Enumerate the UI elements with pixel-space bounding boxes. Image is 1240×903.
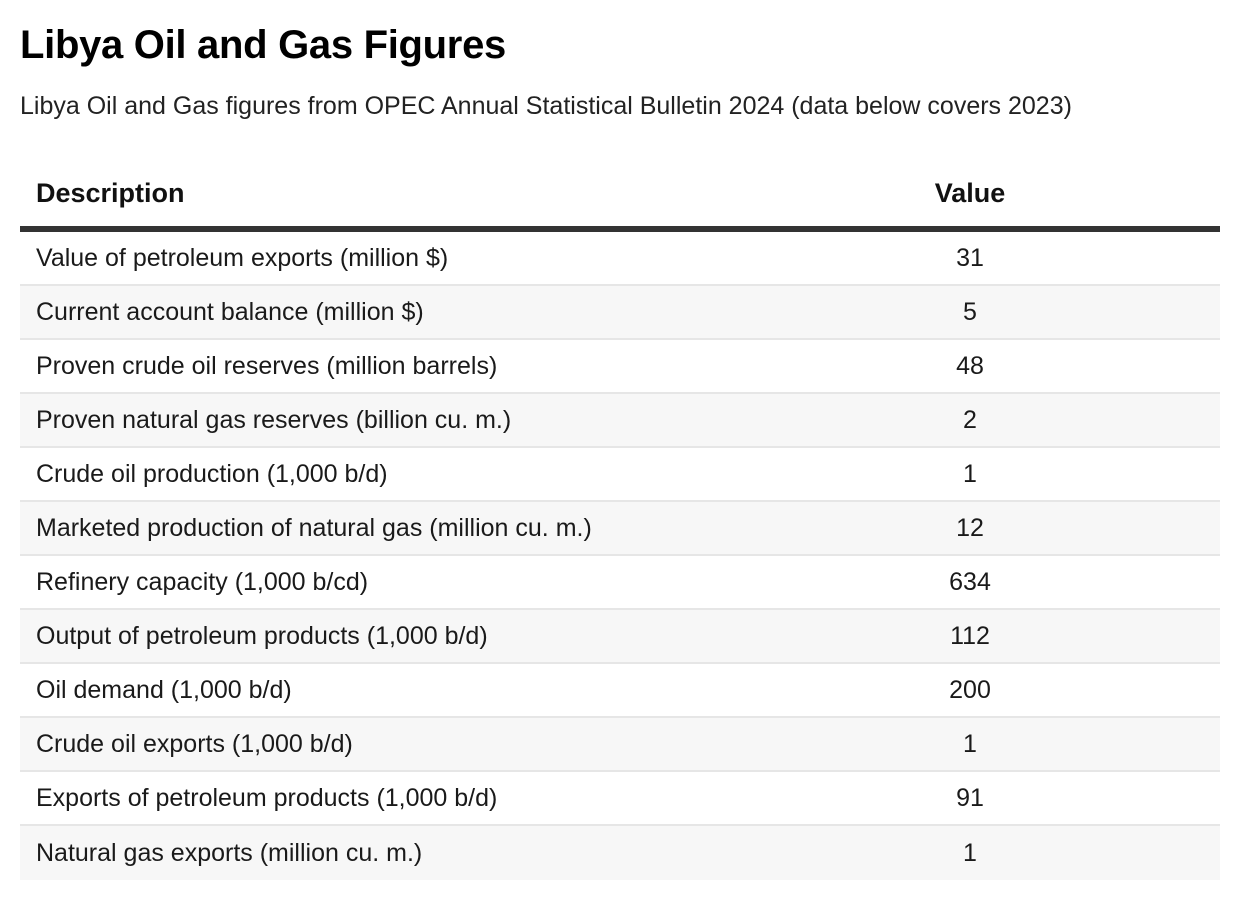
cell-description: Crude oil exports (1,000 b/d) <box>36 729 353 758</box>
cell-value: 1 <box>963 729 977 758</box>
table-body: Value of petroleum exports (million $) 31… <box>20 232 1220 880</box>
cell-value: 31 <box>956 243 984 272</box>
cell-value: 12 <box>956 513 984 542</box>
page-title: Libya Oil and Gas Figures <box>20 23 506 67</box>
table-row: Crude oil production (1,000 b/d) 1 <box>20 448 1220 502</box>
cell-description: Proven crude oil reserves (million barre… <box>36 351 498 380</box>
column-header-value: Value <box>934 177 1006 208</box>
table-row: Output of petroleum products (1,000 b/d)… <box>20 610 1220 664</box>
table-row: Exports of petroleum products (1,000 b/d… <box>20 772 1220 826</box>
page-subtitle: Libya Oil and Gas figures from OPEC Annu… <box>20 92 1072 120</box>
cell-description: Natural gas exports (million cu. m.) <box>36 838 423 867</box>
column-header-description: Description <box>36 177 185 208</box>
cell-description: Output of petroleum products (1,000 b/d) <box>36 621 488 650</box>
table-row: Proven natural gas reserves (billion cu.… <box>20 394 1220 448</box>
cell-value: 200 <box>949 675 991 704</box>
cell-description: Oil demand (1,000 b/d) <box>36 675 292 704</box>
cell-value: 1 <box>963 838 977 867</box>
table-row: Current account balance (million $) 5 <box>20 286 1220 340</box>
figures-table: Description Value Value of petroleum exp… <box>20 160 1220 880</box>
cell-value: 634 <box>949 567 991 596</box>
cell-description: Value of petroleum exports (million $) <box>36 243 449 272</box>
cell-description: Exports of petroleum products (1,000 b/d… <box>36 783 498 812</box>
cell-description: Current account balance (million $) <box>36 297 424 326</box>
cell-value: 1 <box>963 459 977 488</box>
table-row: Marketed production of natural gas (mill… <box>20 502 1220 556</box>
cell-value: 5 <box>963 297 977 326</box>
cell-description: Proven natural gas reserves (billion cu.… <box>36 405 512 434</box>
cell-description: Refinery capacity (1,000 b/cd) <box>36 567 369 596</box>
cell-value: 112 <box>950 621 990 650</box>
cell-description: Crude oil production (1,000 b/d) <box>36 459 388 488</box>
table-row: Refinery capacity (1,000 b/cd) 634 <box>20 556 1220 610</box>
cell-value: 48 <box>956 351 984 380</box>
cell-value: 2 <box>963 405 977 434</box>
cell-value: 91 <box>956 783 984 812</box>
table-row: Crude oil exports (1,000 b/d) 1 <box>20 718 1220 772</box>
table-row: Value of petroleum exports (million $) 31 <box>20 232 1220 286</box>
table-row: Oil demand (1,000 b/d) 200 <box>20 664 1220 718</box>
table-row: Natural gas exports (million cu. m.) 1 <box>20 826 1220 880</box>
cell-description: Marketed production of natural gas (mill… <box>36 513 592 542</box>
table-row: Proven crude oil reserves (million barre… <box>20 340 1220 394</box>
table-header: Description Value <box>20 160 1220 232</box>
